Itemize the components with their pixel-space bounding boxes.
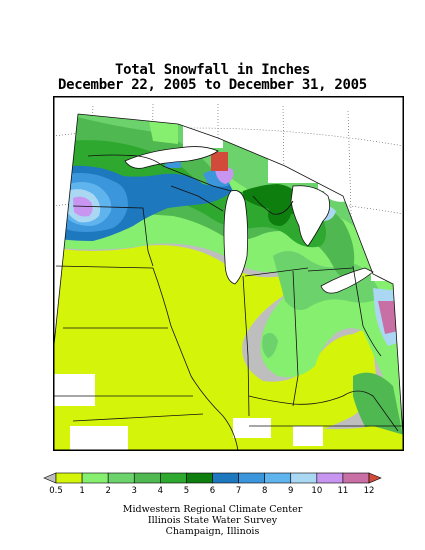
no-data-s-kentucky (293, 426, 323, 446)
legend-swatch (316, 472, 344, 484)
band-se-yellow (243, 425, 403, 451)
legend-label: 4 (158, 486, 163, 496)
legend-arrow-low (43, 472, 57, 484)
credit-survey: Illinois State Water Survey (147, 515, 278, 526)
legend-swatches (43, 472, 382, 484)
legend-swatch (238, 472, 265, 484)
lake-superior (125, 146, 218, 169)
legend-swatch (264, 472, 292, 484)
lake-michigan (224, 190, 248, 284)
band-indiana-green (262, 332, 278, 358)
legend-label: 7 (236, 486, 241, 496)
legend-swatch (290, 472, 318, 484)
band-upper-mi-red (211, 152, 228, 171)
legend-label: 8 (262, 486, 267, 496)
map-title-line-2: December 22, 2005 to December 31, 2005 (58, 77, 367, 93)
legend-swatch (55, 472, 83, 484)
band-6 (243, 184, 299, 226)
legend-swatch (160, 472, 187, 484)
lake-huron (291, 184, 353, 246)
legend-swatch (133, 472, 161, 484)
legend-label: 11 (338, 486, 349, 496)
state-boundaries (53, 113, 404, 451)
snowfall-legend: 0.5 1 2 3 4 5 6 7 8 9 10 11 12 (43, 472, 382, 496)
legend-swatch (212, 472, 239, 484)
legend-label: 5 (184, 486, 189, 496)
snowfall-map (53, 96, 404, 451)
legend-label: 2 (105, 486, 110, 496)
legend-swatch (342, 472, 370, 484)
map-title-line-1: Total Snowfall in Inches (114, 62, 311, 78)
legend-label: 12 (364, 486, 375, 496)
legend-labels: 0.5 1 2 3 4 5 6 7 8 9 10 11 12 (49, 486, 374, 496)
legend-swatch (186, 472, 213, 484)
legend-swatch (81, 472, 109, 484)
map-border (53, 96, 404, 451)
legend-label: 6 (210, 486, 215, 496)
legend-swatch (107, 472, 135, 484)
legend-label: 9 (288, 486, 293, 496)
band-upper-mi (165, 152, 230, 187)
legend-label: 3 (132, 486, 137, 496)
legend-label: 0.5 (49, 486, 63, 496)
legend-arrow-high (368, 472, 382, 484)
no-data-missouri (53, 374, 95, 406)
coastlines (124, 146, 374, 294)
no-data-s-missouri (70, 426, 128, 451)
band-se-green (353, 372, 403, 441)
credit-location: Champaign, Illinois (165, 526, 260, 537)
legend-label: 10 (311, 486, 322, 496)
data-extent-edge (53, 113, 79, 359)
band-east-pink (378, 301, 398, 334)
credit-institution: Midwestern Regional Climate Center (122, 504, 303, 515)
no-data-kentucky (233, 418, 271, 438)
lake-erie (321, 268, 373, 294)
legend-label: 1 (79, 486, 84, 496)
